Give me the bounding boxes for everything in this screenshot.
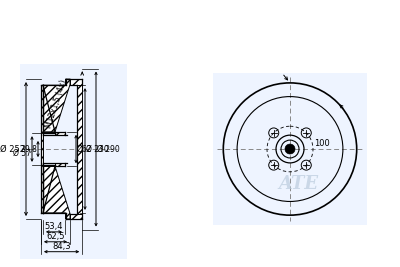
- Bar: [213, 73, 367, 225]
- Text: Ø 57: Ø 57: [13, 148, 31, 158]
- Circle shape: [285, 144, 295, 154]
- Text: 480042: 480042: [271, 9, 329, 23]
- Text: M12x1,5 (4x): M12x1,5 (4x): [44, 78, 68, 129]
- Text: Ø 290: Ø 290: [97, 144, 120, 154]
- Text: Ø 230: Ø 230: [86, 144, 109, 154]
- Text: Ø 252: Ø 252: [0, 144, 25, 154]
- Text: 62,5: 62,5: [46, 232, 65, 241]
- Bar: [20, 64, 127, 259]
- Polygon shape: [70, 214, 82, 219]
- Text: 39,8: 39,8: [20, 144, 37, 154]
- Polygon shape: [55, 163, 65, 166]
- Text: 53,4: 53,4: [45, 222, 63, 231]
- Polygon shape: [43, 132, 55, 133]
- Polygon shape: [43, 79, 70, 132]
- Text: Ø62: Ø62: [77, 144, 92, 154]
- Polygon shape: [70, 79, 82, 85]
- Polygon shape: [43, 166, 70, 219]
- Polygon shape: [55, 132, 65, 135]
- Polygon shape: [41, 85, 43, 213]
- Text: 100: 100: [314, 139, 330, 148]
- Text: 24.0223-0012.1: 24.0223-0012.1: [78, 9, 202, 23]
- Polygon shape: [43, 165, 55, 166]
- Text: ATE: ATE: [278, 175, 318, 193]
- Text: 84,3: 84,3: [52, 242, 71, 251]
- Polygon shape: [77, 85, 82, 214]
